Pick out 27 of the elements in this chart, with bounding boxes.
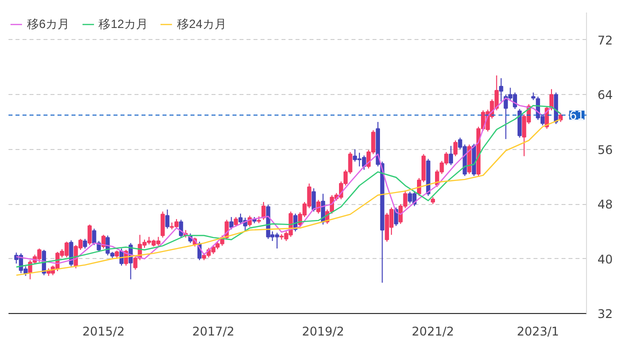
y-tick-label: 64: [598, 88, 613, 102]
x-tick-label: 2021/2: [412, 324, 454, 338]
y-tick-label: 32: [598, 307, 613, 321]
x-tick-label: 2015/2: [82, 324, 125, 338]
ref-line-label: 61: [569, 108, 585, 123]
candlestick: [92, 228, 96, 246]
candlestick: [448, 145, 454, 166]
candlestick: [82, 238, 88, 250]
candlestick: [234, 216, 238, 228]
x-tick-label: 2019/2: [302, 324, 344, 338]
candlestick: [312, 188, 316, 212]
candlestick: [274, 232, 280, 250]
candlestick: [165, 209, 170, 230]
y-tick-label: 72: [598, 33, 613, 48]
y-tick-label: 40: [598, 252, 613, 266]
y-tick-label: 56: [598, 142, 613, 157]
candlestick: [88, 224, 92, 246]
candlestick: [160, 211, 165, 238]
candlestick: [499, 78, 504, 102]
candlestick: [174, 218, 179, 230]
x-tick-label: 2017/2: [192, 324, 234, 338]
x-tick-label: 2023/1: [516, 324, 560, 338]
legend-label: 移6カ月: [27, 16, 70, 32]
y-tick-label: 48: [598, 198, 613, 212]
legend-label: 移24カ月: [177, 16, 226, 32]
candlestick: [453, 140, 458, 157]
legend-label: 移12カ月: [98, 16, 148, 32]
